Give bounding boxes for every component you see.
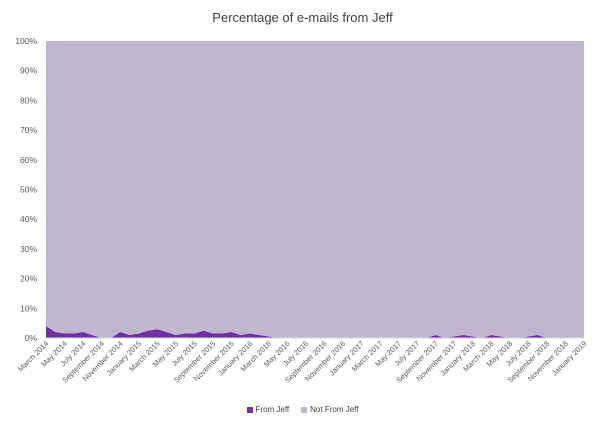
legend-swatch-not-from-jeff bbox=[301, 406, 308, 413]
chart-legend: From Jeff Not From Jeff bbox=[0, 405, 605, 414]
y-tick-label: 20% bbox=[20, 274, 37, 284]
area-series-not-from-jeff bbox=[46, 41, 584, 338]
y-tick-label: 100% bbox=[15, 36, 37, 46]
y-tick-label: 30% bbox=[20, 244, 37, 254]
y-tick-label: 70% bbox=[20, 125, 37, 135]
legend-swatch-from-jeff bbox=[246, 406, 253, 413]
area-series-from-jeff bbox=[46, 326, 584, 338]
chart-title: Percentage of e-mails from Jeff bbox=[212, 10, 393, 25]
y-axis-ticks: 0% 10% 20% 30% 40% 50% 60% 70% 80% 90% 100% bbox=[15, 36, 37, 343]
y-tick-label: 60% bbox=[20, 155, 37, 165]
y-tick-label: 10% bbox=[20, 303, 37, 313]
legend-label-not-from-jeff: Not From Jeff bbox=[310, 405, 359, 414]
y-tick-label: 90% bbox=[20, 66, 37, 76]
y-tick-label: 50% bbox=[20, 185, 37, 195]
y-tick-label: 40% bbox=[20, 214, 37, 224]
legend-item-from-jeff[interactable]: From Jeff bbox=[246, 405, 290, 414]
y-tick-label: 80% bbox=[20, 95, 37, 105]
area-series-group bbox=[46, 41, 584, 338]
legend-label-from-jeff: From Jeff bbox=[255, 405, 290, 414]
legend-item-not-from-jeff[interactable]: Not From Jeff bbox=[301, 405, 358, 414]
y-tick-label: 0% bbox=[25, 333, 38, 343]
